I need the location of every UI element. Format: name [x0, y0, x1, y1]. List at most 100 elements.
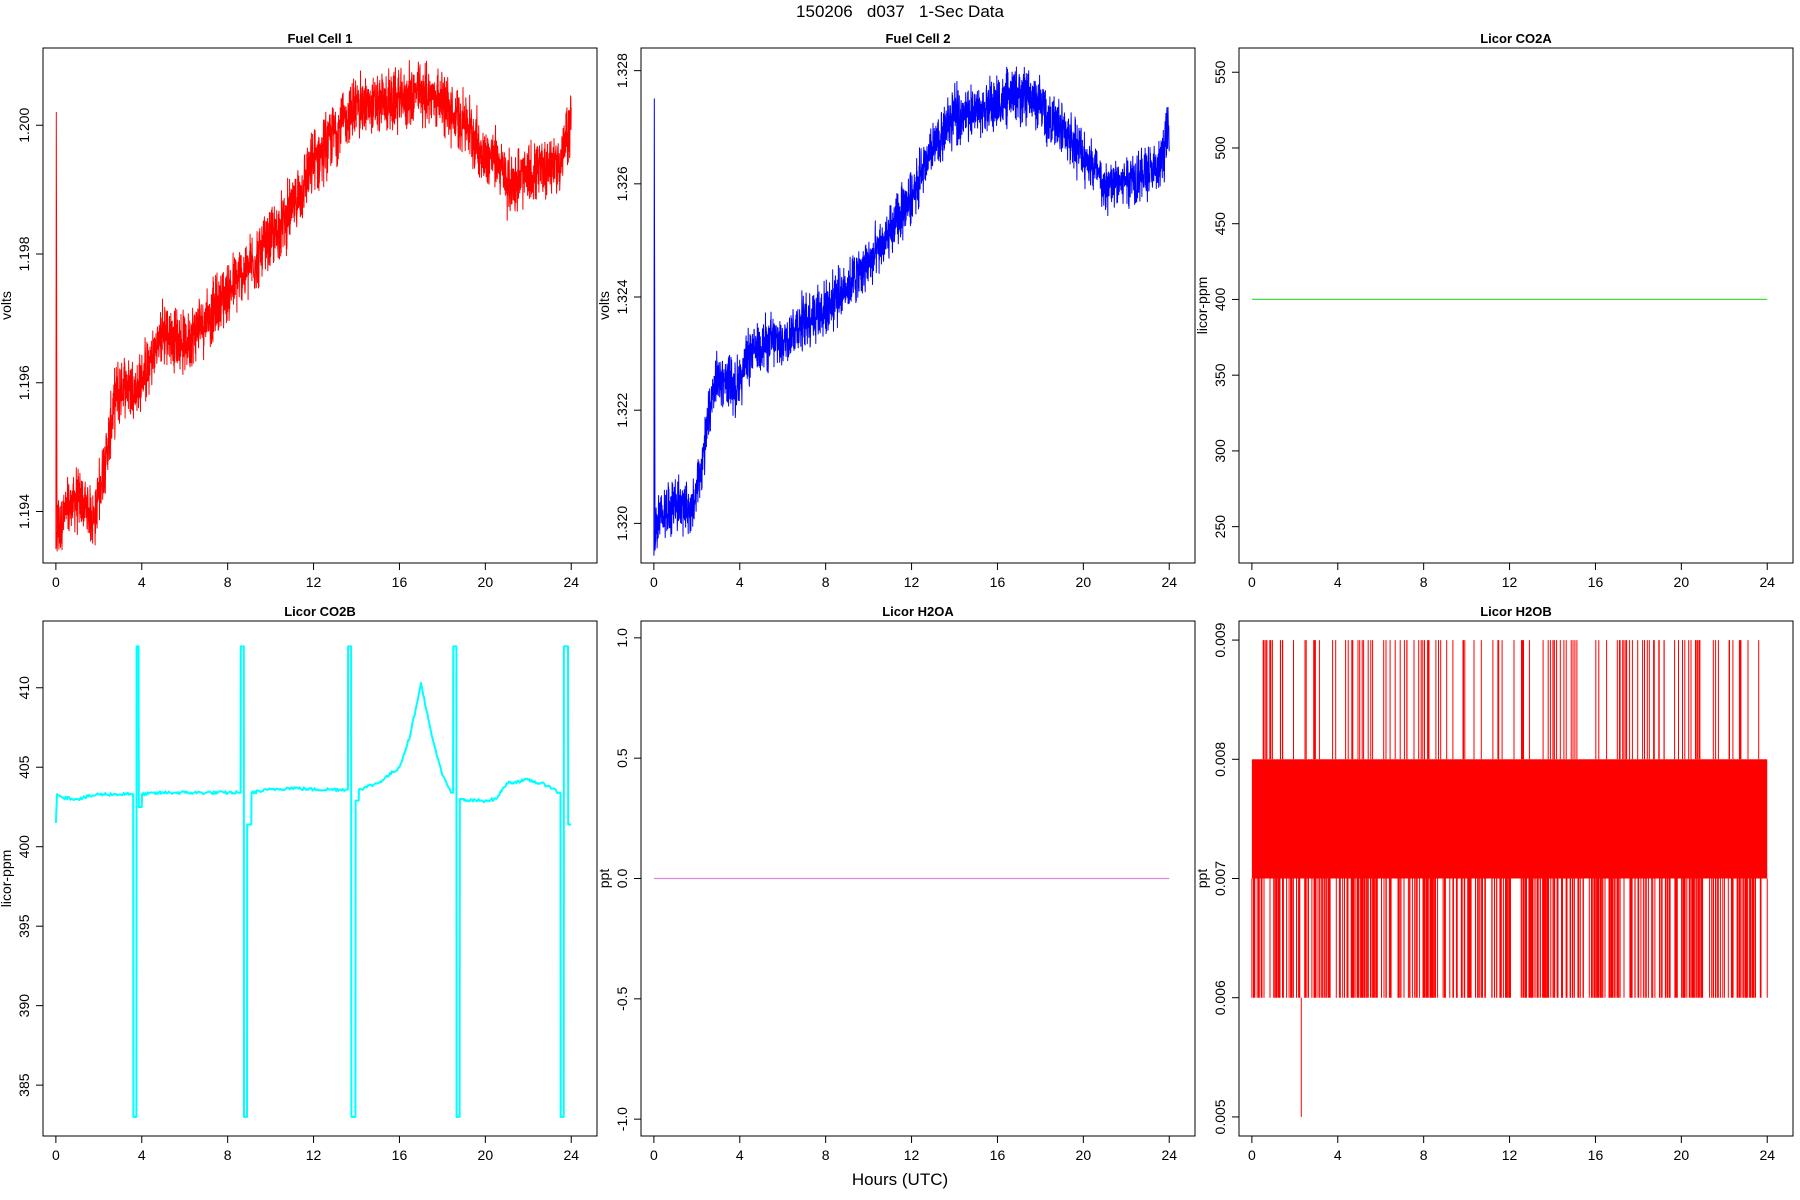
panel-title: Licor H2OA	[882, 604, 954, 619]
x-tick-label: 24	[563, 574, 579, 590]
x-tick-label: 4	[138, 574, 146, 590]
y-tick-label: 0.006	[1212, 980, 1228, 1015]
y-tick-label: 0.007	[1212, 861, 1228, 896]
y-tick-label: -1.0	[614, 1107, 630, 1131]
y-tick-label: 405	[16, 755, 32, 779]
x-tick-label: 16	[1588, 574, 1604, 590]
series-group	[54, 645, 572, 1118]
x-tick-label: 8	[224, 1147, 232, 1163]
panel-title: Fuel Cell 2	[885, 31, 950, 46]
panel-3: Licor CO2A 0 4 8 12 16 20 24 250 300 350 400 450 500 5…	[1194, 31, 1794, 590]
series-line	[55, 60, 572, 552]
x-tick-label: 0	[650, 1147, 658, 1163]
y-tick-label: 1.194	[16, 494, 32, 529]
y-tick-label: 1.0	[614, 628, 630, 648]
y-tick-label: -0.5	[614, 987, 630, 1011]
series-line	[653, 66, 1170, 556]
y-axis-label: licor-ppm	[0, 850, 14, 908]
figure-title: 150206 d037 1-Sec Data	[796, 2, 1004, 21]
x-tick-label: 0	[1248, 574, 1256, 590]
x-tick-label: 4	[1334, 1147, 1342, 1163]
y-tick-label: 500	[1212, 136, 1228, 160]
y-tick-label: 550	[1212, 60, 1228, 84]
panel-title: Licor H2OB	[1480, 604, 1552, 619]
series-group	[1251, 640, 1768, 1117]
panel-title: Licor CO2B	[284, 604, 356, 619]
series-group	[653, 66, 1170, 556]
x-tick-label: 20	[478, 574, 494, 590]
x-tick-label: 20	[1674, 1147, 1690, 1163]
x-tick-label: 0	[52, 574, 60, 590]
y-tick-label: 0.0	[614, 869, 630, 889]
x-tick-label: 12	[904, 1147, 920, 1163]
x-tick-label: 4	[138, 1147, 146, 1163]
y-tick-label: 250	[1212, 515, 1228, 539]
series-group	[55, 60, 572, 552]
x-tick-label: 20	[478, 1147, 494, 1163]
panel-6: Licor H2OB 0 4 8 12 16 20 24 0.005 0.006 0.007 0.00…	[1194, 604, 1794, 1163]
x-tick-label: 8	[224, 574, 232, 590]
x-tick-label: 8	[822, 1147, 830, 1163]
y-axis-label: ppt	[596, 869, 612, 889]
x-tick-label: 12	[904, 574, 920, 590]
x-tick-label: 8	[822, 574, 830, 590]
x-tick-label: 8	[1420, 574, 1428, 590]
y-tick-label: 1.320	[614, 506, 630, 541]
y-tick-label: 1.324	[614, 279, 630, 314]
panel-2: Fuel Cell 2 0 4 8 12 16 20 24 1.320 1.322 1.324 1.3…	[596, 31, 1196, 590]
x-tick-label: 8	[1420, 1147, 1428, 1163]
plot-frame	[42, 620, 598, 1137]
x-tick-label: 12	[1502, 1147, 1518, 1163]
y-tick-label: 385	[16, 1073, 32, 1097]
x-tick-label: 20	[1674, 574, 1690, 590]
y-tick-label: 1.200	[16, 108, 32, 143]
panel-5: Licor H2OA 0 4 8 12 16 20 24 -1.0 -0.5 0.0 0.5 1.0 pp…	[596, 604, 1196, 1163]
x-tick-label: 20	[1076, 574, 1092, 590]
x-tick-label: 16	[990, 1147, 1006, 1163]
x-tick-label: 24	[1161, 1147, 1177, 1163]
y-tick-label: 1.326	[614, 166, 630, 201]
x-tick-label: 4	[1334, 574, 1342, 590]
y-tick-label: 1.196	[16, 365, 32, 400]
x-tick-label: 4	[736, 574, 744, 590]
x-tick-label: 20	[1076, 1147, 1092, 1163]
y-tick-label: 300	[1212, 439, 1228, 463]
x-tick-label: 16	[990, 574, 1006, 590]
y-tick-label: 0.008	[1212, 742, 1228, 777]
series-line	[54, 645, 572, 1118]
y-tick-label: 410	[16, 676, 32, 700]
x-tick-label: 24	[1161, 574, 1177, 590]
y-tick-label: 395	[16, 914, 32, 938]
x-tick-label: 12	[1502, 574, 1518, 590]
y-tick-label: 400	[16, 835, 32, 859]
plot-frame	[42, 47, 598, 564]
x-tick-label: 0	[650, 574, 658, 590]
series-band	[1251, 759, 1768, 879]
y-tick-label: 0.5	[614, 748, 630, 768]
y-tick-label: 0.009	[1212, 622, 1228, 657]
x-tick-label: 0	[1248, 1147, 1256, 1163]
x-tick-label: 12	[306, 1147, 322, 1163]
plot-frame	[640, 47, 1196, 564]
x-tick-label: 12	[306, 574, 322, 590]
x-tick-label: 0	[52, 1147, 60, 1163]
plot-frame	[1238, 47, 1794, 564]
y-tick-label: 390	[16, 994, 32, 1018]
y-tick-label: 450	[1212, 212, 1228, 236]
x-tick-label: 16	[1588, 1147, 1604, 1163]
x-tick-label: 16	[392, 1147, 408, 1163]
y-tick-label: 400	[1212, 288, 1228, 312]
panel-1: Fuel Cell 1 0 4 8 12 16 20 24 1.194 1.196 1.198 1.2…	[0, 31, 598, 590]
y-tick-label: 1.322	[614, 392, 630, 427]
y-axis-label: ppt	[1194, 869, 1210, 889]
x-tick-label: 4	[736, 1147, 744, 1163]
y-tick-label: 1.198	[16, 236, 32, 271]
y-axis-label: volts	[596, 291, 612, 320]
x-axis-label: Hours (UTC)	[851, 1170, 949, 1189]
series-spikes	[1252, 640, 1762, 998]
panel-4: Licor CO2B 0 4 8 12 16 20 24 385 390 395 400 405 410 l…	[0, 604, 598, 1163]
y-tick-label: 0.005	[1212, 1099, 1228, 1134]
x-tick-label: 24	[563, 1147, 579, 1163]
x-tick-label: 16	[392, 574, 408, 590]
